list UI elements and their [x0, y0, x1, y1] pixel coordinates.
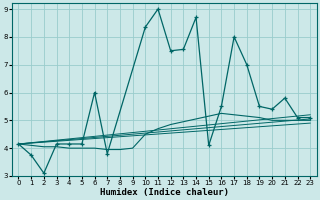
X-axis label: Humidex (Indice chaleur): Humidex (Indice chaleur): [100, 188, 229, 197]
